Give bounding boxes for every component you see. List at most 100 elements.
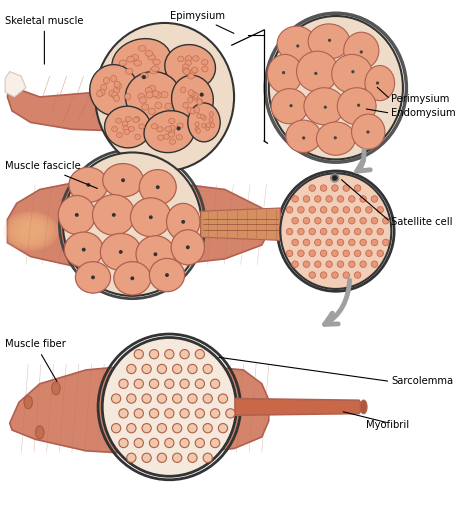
Ellipse shape bbox=[142, 104, 149, 110]
Circle shape bbox=[296, 44, 300, 47]
Circle shape bbox=[292, 218, 298, 224]
Polygon shape bbox=[235, 398, 364, 415]
Circle shape bbox=[309, 185, 316, 191]
Ellipse shape bbox=[126, 116, 131, 122]
Circle shape bbox=[134, 349, 144, 359]
Ellipse shape bbox=[148, 108, 155, 114]
Circle shape bbox=[337, 261, 344, 267]
Circle shape bbox=[343, 228, 349, 235]
Ellipse shape bbox=[124, 129, 130, 134]
Circle shape bbox=[365, 250, 372, 257]
Circle shape bbox=[371, 218, 378, 224]
Circle shape bbox=[157, 453, 166, 462]
Circle shape bbox=[180, 379, 189, 388]
Circle shape bbox=[348, 218, 355, 224]
Ellipse shape bbox=[127, 56, 134, 62]
Circle shape bbox=[314, 72, 318, 75]
Circle shape bbox=[219, 424, 228, 433]
Circle shape bbox=[332, 207, 338, 213]
Circle shape bbox=[326, 218, 332, 224]
Text: Epimysium: Epimysium bbox=[170, 11, 234, 33]
Circle shape bbox=[326, 196, 332, 202]
Circle shape bbox=[127, 424, 136, 433]
Ellipse shape bbox=[135, 134, 140, 140]
Ellipse shape bbox=[188, 97, 193, 103]
Circle shape bbox=[91, 276, 95, 279]
Ellipse shape bbox=[171, 230, 204, 265]
Circle shape bbox=[360, 218, 366, 224]
Circle shape bbox=[142, 364, 151, 374]
Ellipse shape bbox=[297, 51, 338, 92]
Circle shape bbox=[164, 379, 174, 388]
Circle shape bbox=[203, 364, 212, 374]
Ellipse shape bbox=[185, 60, 191, 66]
Circle shape bbox=[343, 250, 349, 257]
Circle shape bbox=[320, 250, 327, 257]
Circle shape bbox=[127, 364, 136, 374]
Circle shape bbox=[180, 438, 189, 447]
Ellipse shape bbox=[210, 112, 213, 116]
Ellipse shape bbox=[112, 92, 118, 98]
Circle shape bbox=[180, 349, 189, 359]
Circle shape bbox=[332, 272, 338, 278]
Circle shape bbox=[119, 438, 128, 447]
Circle shape bbox=[357, 104, 360, 107]
Circle shape bbox=[337, 218, 344, 224]
Circle shape bbox=[320, 207, 327, 213]
Ellipse shape bbox=[195, 127, 199, 132]
Circle shape bbox=[188, 424, 197, 433]
Ellipse shape bbox=[52, 382, 60, 395]
Circle shape bbox=[195, 409, 204, 418]
Circle shape bbox=[360, 196, 366, 202]
Ellipse shape bbox=[119, 60, 127, 66]
Circle shape bbox=[219, 394, 228, 403]
Ellipse shape bbox=[192, 56, 199, 61]
Text: Muscle fiber: Muscle fiber bbox=[5, 339, 66, 382]
Circle shape bbox=[324, 105, 327, 109]
Circle shape bbox=[130, 276, 134, 280]
Ellipse shape bbox=[185, 56, 192, 61]
Circle shape bbox=[154, 252, 157, 256]
Ellipse shape bbox=[161, 91, 168, 98]
Circle shape bbox=[181, 220, 185, 224]
Circle shape bbox=[119, 379, 128, 388]
Ellipse shape bbox=[90, 65, 138, 115]
Ellipse shape bbox=[197, 113, 201, 119]
Ellipse shape bbox=[197, 99, 202, 105]
Circle shape bbox=[119, 409, 128, 418]
Circle shape bbox=[157, 364, 166, 374]
Circle shape bbox=[111, 394, 121, 403]
Circle shape bbox=[315, 261, 321, 267]
Ellipse shape bbox=[69, 167, 108, 202]
Ellipse shape bbox=[206, 123, 210, 128]
Circle shape bbox=[303, 218, 310, 224]
Circle shape bbox=[298, 228, 304, 235]
Circle shape bbox=[371, 261, 378, 267]
Circle shape bbox=[332, 228, 338, 235]
Text: Myofibril: Myofibril bbox=[366, 421, 409, 431]
Circle shape bbox=[360, 51, 363, 54]
Circle shape bbox=[355, 228, 361, 235]
Circle shape bbox=[282, 71, 285, 74]
Ellipse shape bbox=[36, 426, 44, 439]
Ellipse shape bbox=[172, 75, 213, 123]
Circle shape bbox=[176, 126, 181, 131]
Circle shape bbox=[195, 349, 204, 359]
Ellipse shape bbox=[138, 93, 145, 100]
Ellipse shape bbox=[202, 115, 206, 120]
Ellipse shape bbox=[201, 60, 208, 65]
Ellipse shape bbox=[58, 196, 95, 235]
Polygon shape bbox=[201, 208, 280, 240]
Ellipse shape bbox=[112, 38, 171, 86]
Circle shape bbox=[210, 379, 220, 388]
Ellipse shape bbox=[158, 135, 164, 140]
Ellipse shape bbox=[103, 77, 109, 84]
Ellipse shape bbox=[153, 59, 160, 65]
Ellipse shape bbox=[146, 92, 153, 98]
Ellipse shape bbox=[164, 134, 170, 139]
Ellipse shape bbox=[193, 94, 198, 100]
Circle shape bbox=[315, 196, 321, 202]
Circle shape bbox=[343, 207, 349, 213]
Circle shape bbox=[303, 239, 310, 246]
Ellipse shape bbox=[114, 261, 151, 295]
